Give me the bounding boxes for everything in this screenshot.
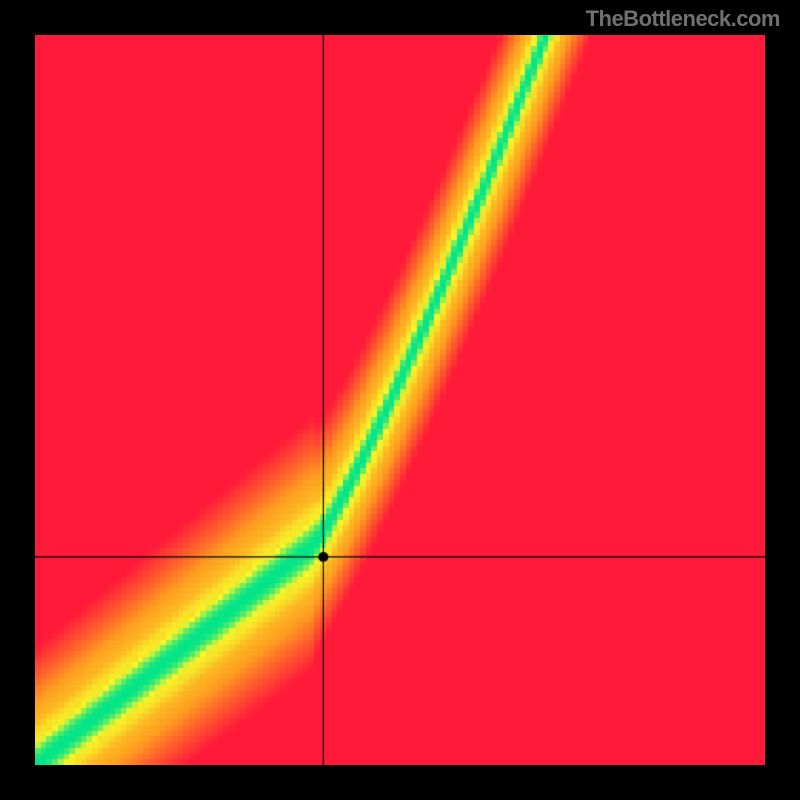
attribution-text: TheBottleneck.com (586, 6, 780, 32)
chart-container: TheBottleneck.com (0, 0, 800, 800)
heatmap-canvas (35, 35, 765, 765)
heatmap-plot (35, 35, 765, 765)
